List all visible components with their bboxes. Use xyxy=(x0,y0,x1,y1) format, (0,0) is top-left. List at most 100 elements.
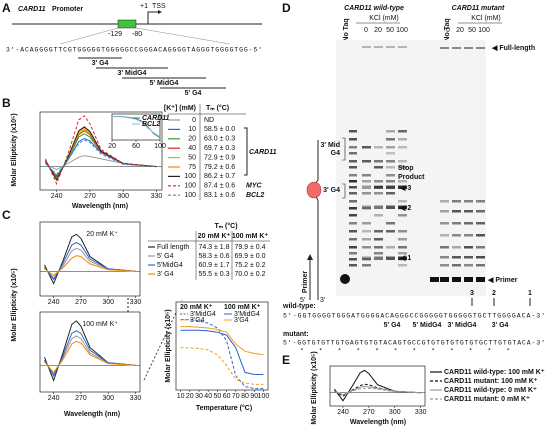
gel-band xyxy=(362,180,371,183)
gel-band xyxy=(386,174,395,177)
x-tick-label: 80 xyxy=(241,393,249,400)
series-line xyxy=(333,369,421,402)
stop-number: 1 xyxy=(528,290,532,297)
legend-title: 100 mM K⁺ xyxy=(224,304,261,311)
gel-band xyxy=(374,146,383,149)
gel-band xyxy=(398,246,407,249)
pos: -80 xyxy=(132,31,142,38)
table-gene: BCL2 xyxy=(246,192,264,199)
table-cell: 75.2 ± 0.2 xyxy=(234,262,265,269)
gel-band xyxy=(349,230,357,233)
gel-band xyxy=(398,252,407,255)
gel-band xyxy=(374,160,383,163)
table-cell: 58.3 ± 0.6 xyxy=(198,253,229,260)
gel-marker: ◀ Full-length xyxy=(491,45,535,52)
gel-band xyxy=(362,205,371,209)
x-tick-label: 300 xyxy=(102,395,114,402)
table-cell: 58.5 ± 0.0 xyxy=(204,126,235,133)
stop-number: 2 xyxy=(492,290,496,297)
gel-band xyxy=(398,146,407,149)
schematic-label: 3' xyxy=(320,297,325,304)
y-axis-label: Molar Ellipticity (x10⁵) xyxy=(11,113,18,186)
kcl-label: KCl (mM) xyxy=(471,15,501,22)
gel-band xyxy=(386,230,395,233)
gel-band xyxy=(374,238,383,241)
series-line xyxy=(44,255,136,277)
region-label: 5' G4 xyxy=(185,90,202,97)
gel-band xyxy=(362,238,371,241)
gel-band xyxy=(349,200,357,203)
region-label: 3' G4 xyxy=(92,60,109,67)
region-label: 3' MidG4 xyxy=(118,70,147,77)
legend-label: BCL2 xyxy=(142,121,160,128)
gel-band xyxy=(386,246,395,249)
x-tick-label: 330 xyxy=(415,409,427,416)
gel-band xyxy=(349,160,357,163)
gel-band xyxy=(374,246,383,249)
template-line xyxy=(313,140,319,300)
table-header: Tₘ (°C) xyxy=(206,104,229,112)
series-line xyxy=(44,340,136,374)
x-tick-label: 100 xyxy=(258,393,270,400)
kcl-label: KCl (mM) xyxy=(369,15,399,22)
tss-arrow-head xyxy=(158,10,162,14)
seq-region: 5' MidG4 xyxy=(413,322,442,329)
table-cell: 100 xyxy=(184,183,196,190)
table-cell: 70.0 ± 0.2 xyxy=(234,271,265,278)
x-axis-label: Wavelength (nm) xyxy=(350,419,406,426)
legend-label: CARD11 wild-type: 100 mM K⁺ xyxy=(444,369,545,376)
gel-band xyxy=(349,264,357,267)
gel-band xyxy=(349,174,357,177)
gel-band xyxy=(398,264,407,267)
gel xyxy=(336,40,486,296)
gel-band xyxy=(430,277,439,282)
kcl-value: 100 xyxy=(478,27,490,34)
gel-title: CARD11 wild-type xyxy=(344,5,404,12)
panel-label: E xyxy=(282,353,290,367)
region-label: 5' MidG4 xyxy=(150,80,179,87)
no-taq: No Taq xyxy=(444,18,451,41)
gel-band xyxy=(464,200,473,203)
legend-label: 3'MidG4 xyxy=(190,311,216,318)
gel-band xyxy=(362,160,371,163)
stop-arrows xyxy=(471,298,531,306)
gel-band xyxy=(398,205,407,209)
table-cell: 100 xyxy=(184,173,196,180)
x-tick-label: 90 xyxy=(250,393,258,400)
g4-structure xyxy=(306,181,322,199)
table-cell: 5'MidG4 xyxy=(157,262,183,269)
series-line xyxy=(44,330,136,378)
table-gene: MYC xyxy=(246,183,263,190)
gel-band xyxy=(464,246,473,249)
gel-band xyxy=(476,234,485,237)
table-cell: 74.3 ± 1.8 xyxy=(198,244,229,251)
tss-pos: +1 xyxy=(140,3,148,10)
panel-label: D xyxy=(282,1,291,15)
gel-band xyxy=(386,160,395,163)
gel-band xyxy=(386,256,395,260)
x-tick-label: 270 xyxy=(75,395,87,402)
gel-band xyxy=(349,130,357,133)
gel-band xyxy=(476,200,485,203)
legend-label: CARD11 xyxy=(142,115,170,122)
gel-band xyxy=(464,210,473,213)
gel-title: CARD11 mutant xyxy=(452,5,505,12)
table-cell: 69.7 ± 0.3 xyxy=(204,145,235,152)
promoter-sequence: 3'-ACAGGGGTTCGTGGGGGTGGGGGCCGGGACAGGGGTA… xyxy=(6,47,262,54)
gel-band xyxy=(476,222,485,225)
tss-arrow xyxy=(147,11,158,24)
gel-band xyxy=(440,277,449,282)
x-tick-label: 240 xyxy=(337,409,349,416)
gel-band xyxy=(340,274,350,284)
series-line xyxy=(334,387,421,395)
gel-band xyxy=(386,152,395,155)
gel-band xyxy=(440,234,449,237)
legend-label: 3'G4 xyxy=(234,317,249,324)
gel-band xyxy=(398,138,407,141)
gel-band xyxy=(374,214,383,217)
table-cell: 69.9 ± 0.0 xyxy=(234,253,265,260)
mut-sequence: 5'-GGTGTGTTGTGAGTGTGTACAGTGCCGTGTGTGTGTG… xyxy=(283,340,545,347)
gel-band xyxy=(452,47,461,49)
gel-band xyxy=(386,205,395,209)
